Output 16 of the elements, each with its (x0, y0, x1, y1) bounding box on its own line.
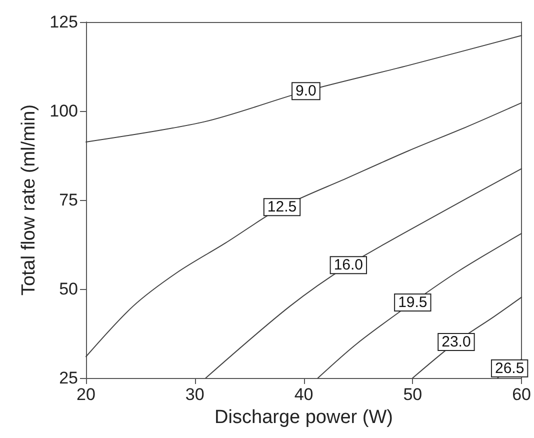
y-tick-label: 50 (59, 280, 78, 298)
line-series (86, 35, 522, 142)
y-tick-label: 125 (50, 12, 78, 32)
line-series (86, 102, 522, 358)
line-series (205, 168, 522, 378)
y-tick-label: 75 (59, 190, 78, 210)
x-tick-label: 50 (403, 385, 422, 404)
x-tick-label: 40 (294, 385, 314, 404)
x-tick-label: 30 (185, 385, 204, 404)
line-series (317, 232, 522, 378)
x-tick-label: 60 (512, 385, 532, 404)
y-axis-title: Total flow rate (ml/min) (18, 104, 40, 296)
x-axis-title: Discharge power (W) (214, 407, 393, 428)
y-tick-label: 100 (50, 102, 78, 120)
x-tick-label: 20 (76, 385, 96, 404)
y-tick-label: 25 (59, 368, 78, 388)
